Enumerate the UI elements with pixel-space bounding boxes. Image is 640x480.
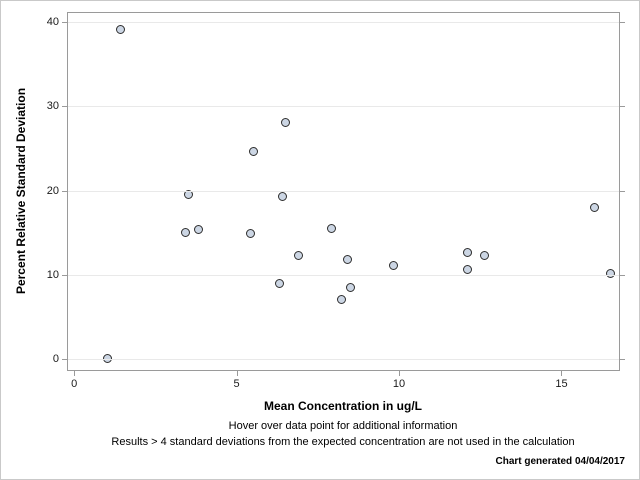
y-tick-mark-right: [620, 359, 625, 361]
data-point[interactable]: [388, 260, 398, 270]
data-point[interactable]: [183, 189, 193, 199]
gridline: [68, 106, 619, 108]
y-tick-mark-right: [620, 22, 625, 24]
y-axis-title: Percent Relative Standard Deviation: [14, 87, 28, 295]
footnote-exclusion-rule: Results > 4 standard deviations from the…: [111, 436, 575, 448]
x-tick-mark: [236, 371, 238, 376]
data-point[interactable]: [245, 228, 255, 238]
gridline: [68, 22, 619, 24]
data-point[interactable]: [193, 225, 203, 235]
y-tick-mark-left: [62, 274, 67, 276]
data-point[interactable]: [336, 295, 346, 305]
data-point[interactable]: [343, 254, 353, 264]
data-point[interactable]: [115, 24, 125, 34]
x-tick-label: 10: [392, 378, 406, 390]
data-point[interactable]: [326, 224, 336, 234]
y-tick-label: 0: [52, 353, 59, 366]
x-tick-label: 5: [233, 378, 240, 390]
x-axis-title: Mean Concentration in ug/L: [264, 399, 422, 413]
data-point[interactable]: [102, 354, 112, 364]
x-tick-mark: [399, 371, 401, 376]
data-point[interactable]: [463, 248, 473, 258]
x-tick-mark: [74, 371, 76, 376]
y-tick-mark-right: [620, 190, 625, 192]
y-tick-mark-left: [62, 359, 67, 361]
data-point[interactable]: [180, 227, 190, 237]
chart-generated-date: Chart generated 04/04/2017: [495, 456, 625, 467]
x-tick-label: 0: [71, 378, 78, 390]
gridline: [68, 190, 619, 192]
y-tick-label: 30: [46, 100, 59, 113]
x-tick-label: 15: [555, 378, 568, 390]
data-point[interactable]: [589, 203, 599, 213]
y-tick-label: 20: [46, 184, 59, 197]
data-point[interactable]: [463, 264, 473, 274]
footnote-hover-hint: Hover over data point for additional inf…: [228, 420, 458, 432]
data-point[interactable]: [278, 192, 288, 202]
data-point[interactable]: [479, 251, 489, 261]
data-point[interactable]: [248, 146, 258, 156]
y-tick-mark-right: [620, 106, 625, 108]
data-point[interactable]: [294, 250, 304, 260]
y-tick-mark-right: [620, 274, 625, 276]
y-tick-mark-left: [62, 190, 67, 192]
y-tick-mark-left: [62, 106, 67, 108]
y-tick-mark-left: [62, 22, 67, 24]
gridline: [68, 274, 619, 276]
data-point[interactable]: [606, 269, 616, 279]
x-tick-mark: [561, 371, 563, 376]
data-point[interactable]: [281, 118, 291, 128]
y-tick-label: 10: [46, 268, 59, 281]
y-tick-label: 40: [46, 16, 59, 29]
data-point[interactable]: [274, 279, 284, 289]
gridline: [68, 359, 619, 361]
data-point[interactable]: [346, 283, 356, 293]
